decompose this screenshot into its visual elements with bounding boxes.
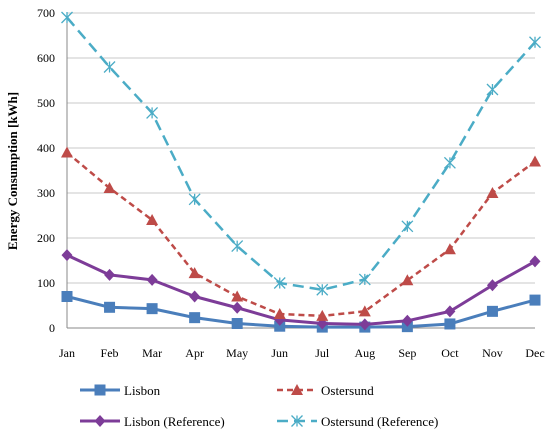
- data-point: [401, 274, 414, 286]
- data-point: [103, 61, 116, 73]
- legend-label: Ostersund (Reference): [321, 414, 438, 429]
- legend-label: Lisbon: [124, 383, 161, 398]
- data-point: [486, 187, 499, 198]
- y-axis-label: Energy Consumption [kWh]: [5, 92, 20, 250]
- data-point: [61, 146, 73, 158]
- data-point: [358, 305, 371, 317]
- legend-label: Ostersund: [321, 383, 374, 398]
- data-point: [146, 106, 159, 119]
- data-point: [529, 155, 541, 167]
- legend: Lisbon Ostersund Lisbon (Reference) Ostersu…: [80, 383, 438, 429]
- series-ostersund-reference: [61, 11, 541, 296]
- data-point: [529, 36, 541, 49]
- data-point: [231, 301, 243, 314]
- legend-entry: Lisbon: [80, 383, 161, 398]
- y-tick-label: 400: [37, 141, 55, 155]
- data-point: [189, 312, 201, 324]
- y-tick-labels: 0 100 200 300 400 500 600 700: [37, 6, 55, 335]
- data-point: [61, 11, 73, 24]
- series-lisbon: [61, 291, 541, 333]
- x-tick-label: Nov: [482, 346, 503, 360]
- data-point: [316, 309, 329, 321]
- data-point: [188, 193, 201, 206]
- data-point: [443, 243, 456, 255]
- x-tick-label: Sep: [398, 346, 416, 360]
- data-point: [486, 279, 498, 292]
- data-point: [486, 305, 498, 317]
- series-line: [66, 253, 536, 326]
- data-point: [61, 249, 73, 262]
- x-tick-label: Dec: [525, 346, 544, 360]
- y-tick-label: 600: [37, 51, 55, 65]
- data-point: [231, 240, 244, 253]
- series: [61, 11, 541, 333]
- data-point: [273, 308, 286, 320]
- data-point: [274, 320, 286, 332]
- data-point: [316, 283, 329, 296]
- y-tick-label: 300: [37, 186, 55, 200]
- series-line: [66, 151, 536, 318]
- y-tick-label: 0: [49, 321, 55, 335]
- data-point: [401, 314, 413, 327]
- data-point: [103, 182, 116, 194]
- legend-entry: Lisbon (Reference): [80, 414, 225, 429]
- grid-lines: [67, 12, 535, 284]
- data-point: [486, 83, 499, 96]
- data-point: [444, 318, 456, 330]
- data-point: [358, 273, 371, 286]
- series-line: [66, 16, 536, 291]
- data-point: [273, 277, 286, 289]
- axes: [66, 13, 535, 329]
- y-tick-label: 500: [37, 96, 55, 110]
- data-point: [104, 268, 116, 281]
- data-point: [146, 303, 158, 315]
- x-tick-label: Mar: [142, 346, 162, 360]
- x-tick-label: Feb: [101, 346, 119, 360]
- data-point: [443, 156, 456, 169]
- y-tick-label: 100: [37, 276, 55, 290]
- y-tick-label: 700: [37, 6, 55, 20]
- legend-entry: Ostersund (Reference): [277, 414, 438, 429]
- data-point: [231, 290, 244, 302]
- data-point: [231, 318, 243, 329]
- legend-entry: Ostersund: [277, 383, 374, 398]
- x-tick-label: Aug: [354, 346, 375, 360]
- legend-marker: [291, 384, 303, 395]
- legend-label: Lisbon (Reference): [124, 414, 225, 429]
- x-tick-label: May: [226, 346, 248, 360]
- y-tick-label: 200: [37, 231, 55, 245]
- data-point: [529, 294, 541, 306]
- data-point: [401, 220, 414, 233]
- data-point: [359, 318, 371, 331]
- data-point: [104, 301, 116, 313]
- data-point: [146, 273, 158, 286]
- data-point: [189, 290, 201, 303]
- series-line: [66, 295, 536, 329]
- x-tick-label: Jan: [59, 346, 75, 360]
- data-point: [61, 291, 73, 302]
- x-tick-label: Jun: [271, 346, 288, 360]
- data-point: [146, 214, 159, 225]
- series-ostersund: [61, 146, 541, 321]
- data-point: [188, 267, 201, 279]
- data-point: [444, 305, 456, 318]
- legend-marker: [94, 384, 106, 396]
- legend-marker: [291, 415, 303, 427]
- x-tick-label: Apr: [185, 346, 204, 360]
- x-tick-label: Oct: [441, 346, 459, 360]
- data-point: [529, 255, 541, 268]
- x-tick-labels: Jan Feb Mar Apr May Jun Jul Aug Sep Oct Nov Dec: [59, 346, 545, 360]
- x-tick-label: Jul: [315, 346, 330, 360]
- legend-marker: [94, 415, 106, 427]
